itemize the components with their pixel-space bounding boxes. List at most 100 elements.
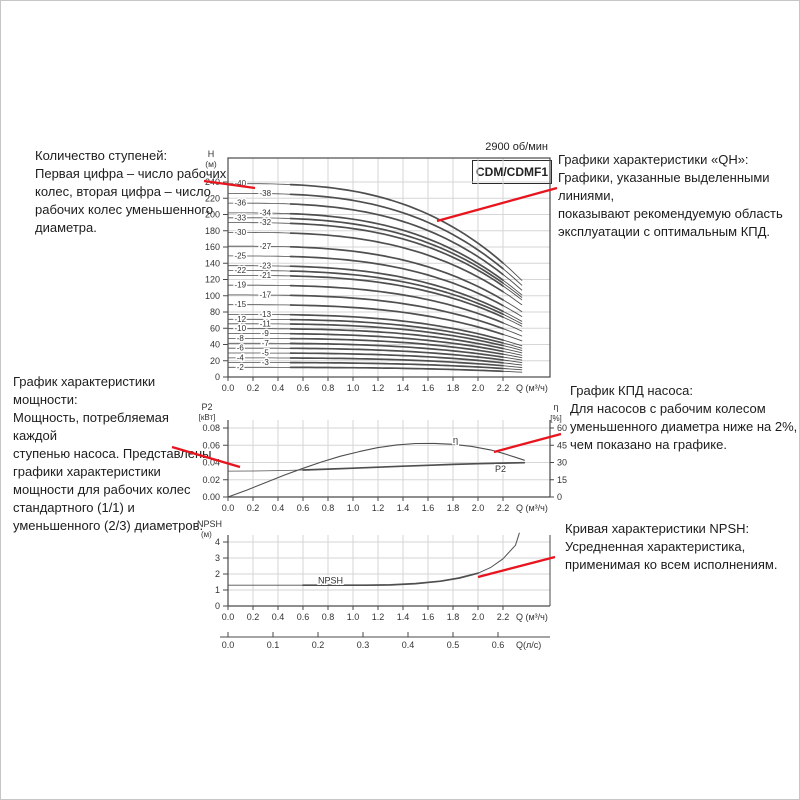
note-power-curve: График характеристики мощности: Мощность… [13,374,212,533]
stage-label--19: -19 [234,281,246,290]
curve-bold [289,270,504,316]
y-tick-label: 100 [205,291,220,301]
x-tick-label: 0.6 [297,503,310,513]
y-tick-label: 0 [215,372,220,382]
x-tick-label: 0.0 [222,383,235,393]
x-tick-label: 1.2 [372,612,385,622]
annotation-line-0 [203,179,256,190]
x-axis-unit: Q (м³/ч) [516,383,548,393]
curve-thin [227,217,291,219]
npsh-axis-label: NPSH [197,519,222,529]
eta-tick-label: 45 [557,440,567,450]
curve-thin [502,370,523,373]
curve-thin [502,362,523,366]
stage-label--22: -22 [234,266,246,275]
stage-label--27: -27 [259,242,271,251]
y-tick-label: 160 [205,242,220,252]
stage-label--5: -5 [262,349,270,358]
qh-curve--40 [227,183,523,281]
curve-thin [502,348,523,354]
x-tick-label: 1.2 [372,383,385,393]
curve-thin [502,342,523,349]
eta-axis-unit: [%] [550,414,562,423]
stage-label--38: -38 [259,189,271,198]
curve-bold [289,245,504,301]
x-tick-label: 1.6 [422,503,435,513]
note-qh-curves: Графики характеристики «QH»: Графики, ук… [558,152,783,239]
annotation-line-1 [436,186,558,223]
qh-curve--2 [227,366,523,373]
curve-bold [289,332,504,353]
qh-curve--17 [227,294,523,337]
curve-thin [502,285,523,301]
lps-tick-label: 0.5 [447,640,460,650]
p2-curve-thin [227,469,304,472]
p2-curve-bold [302,461,526,471]
stage-label--21: -21 [259,271,271,280]
curve-thin [502,310,523,322]
eta-tick-label: 30 [557,458,567,468]
x-tick-label: 2.0 [472,612,485,622]
qh-curve--6 [227,347,523,364]
q-lps-axis: 0.0 0.1 0.2 0.3 0.4 0.5 0.6 Q(л/с) [220,632,550,650]
stage-label--12: -12 [234,315,246,324]
qh-curve--30 [227,231,523,306]
curve-bold [289,318,504,344]
stage-label--6: -6 [237,344,245,353]
curve-bold [289,313,504,341]
lps-tick-label: 0.1 [267,640,280,650]
npsh-chart: 0 1 2 3 4 0.0 0.2 0.4 0.6 0.8 1.0 1.2 1.4 1.6 1.8 2.0 2.… [197,519,551,650]
curve-thin [227,183,291,186]
x-tick-label: 0.4 [272,503,285,513]
lps-tick-label: 0.3 [357,640,370,650]
y-axis-label: H [208,149,215,159]
x-tick-label: 0.2 [247,503,260,513]
stage-label--23: -23 [259,261,271,270]
p2-curve-label: P2 [495,464,506,474]
curve-bold [289,183,504,264]
curve-bold [289,222,504,287]
y-tick-label: 4 [215,537,220,547]
curve-thin [502,339,523,347]
curve-thin [502,316,523,327]
x-tick-label: 2.0 [472,503,485,513]
y-tick-label: 80 [210,307,220,317]
curve-thin [502,368,523,371]
stage-label--9: -9 [262,329,270,338]
x-tick-label: 1.0 [347,503,360,513]
x-tick-label: 2.2 [497,612,510,622]
curve-bold [289,193,504,270]
qh-curve--15 [227,304,523,342]
qh-curve--38 [227,192,523,286]
p2-axis-label: P2 [201,402,212,412]
stage-label--34: -34 [259,208,271,217]
y-tick-label: 20 [210,356,220,366]
lps-tick-label: 0.2 [312,640,325,650]
curve-thin [502,322,523,332]
qh-chart: 0204060801001201401601802002202400.00.20… [205,149,551,393]
curve-thin [502,262,523,281]
y-tick-label: 3 [215,553,220,563]
y-tick-label: 1 [215,585,220,595]
pump-model-badge: CDM/CDMF1 [472,160,552,184]
curve-bold [289,366,504,373]
x-tick-label: 0.8 [322,383,335,393]
curve-bold [289,347,504,361]
x-tick-label: 2.0 [472,383,485,393]
curve-thin [227,270,291,272]
x-tick-label: 0.0 [222,612,235,622]
qh-curve--12 [227,318,523,349]
annotation-line-3 [493,432,562,454]
y-axis-unit: (м) [205,159,217,169]
qh-curve--3 [227,361,523,371]
eta-curve [227,442,525,498]
x-tick-label: 1.8 [447,383,460,393]
curve-thin [502,345,523,351]
curve-bold [289,361,504,370]
stage-label--10: -10 [234,324,246,333]
qh-curve--7 [227,342,523,361]
qh-curve--11 [227,323,523,351]
curve-thin [227,231,291,234]
qh-plot-frame [227,157,551,378]
qh-curve--5 [227,352,523,366]
